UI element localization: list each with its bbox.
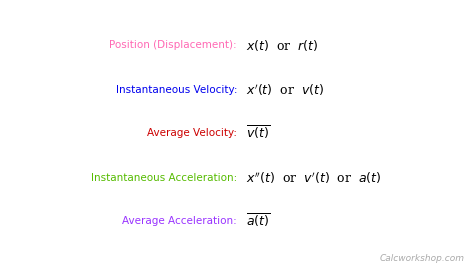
Text: Instantaneous Acceleration:: Instantaneous Acceleration:	[91, 173, 237, 183]
Text: $x(t)$  or  $r(t)$: $x(t)$ or $r(t)$	[246, 38, 319, 53]
Text: $\overline{v(t)}$: $\overline{v(t)}$	[246, 124, 271, 142]
Text: $x''(t)$  or  $v'(t)$  or  $a(t)$: $x''(t)$ or $v'(t)$ or $a(t)$	[246, 171, 382, 186]
Text: Average Velocity:: Average Velocity:	[147, 128, 237, 138]
Text: Average Acceleration:: Average Acceleration:	[122, 216, 237, 226]
Text: Calcworkshop.com: Calcworkshop.com	[380, 254, 465, 263]
Text: Position (Displacement):: Position (Displacement):	[109, 40, 237, 50]
Text: Instantaneous Velocity:: Instantaneous Velocity:	[116, 85, 237, 95]
Text: $x'(t)$  or  $v(t)$: $x'(t)$ or $v(t)$	[246, 83, 325, 98]
Text: $\overline{a(t)}$: $\overline{a(t)}$	[246, 212, 271, 230]
